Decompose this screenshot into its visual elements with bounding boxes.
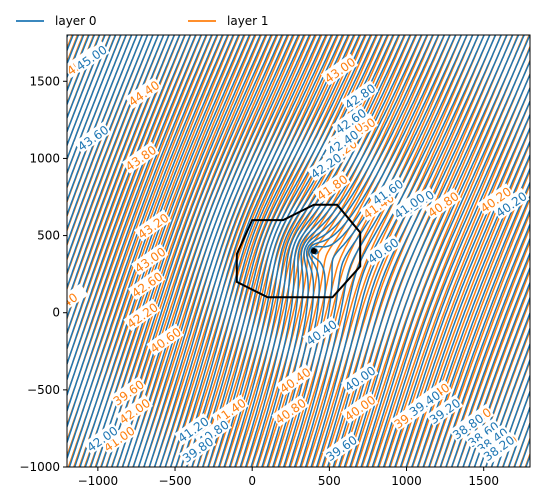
contour-line-layer0	[143, 35, 305, 467]
contour-line-layer0	[394, 113, 530, 467]
contour-line-layer0	[148, 35, 311, 467]
contour-label-bg	[313, 170, 351, 203]
contour-label-bg	[131, 243, 169, 276]
contour-label-bg	[323, 126, 362, 159]
x-tick-label: 500	[318, 474, 341, 488]
contour-label-bg	[331, 104, 370, 137]
contour-line-layer0	[439, 223, 530, 467]
contour-line-layer0	[137, 35, 300, 467]
contour-label-bg	[320, 53, 359, 86]
contour-label-bg	[73, 121, 112, 154]
contour-line-layer0	[299, 35, 468, 467]
plot-frame	[66, 34, 531, 468]
contour-label-bg	[306, 149, 345, 182]
contour-line-layer0	[180, 35, 344, 467]
contour-label-bg	[322, 431, 360, 464]
x-tick-label: −1000	[78, 474, 119, 488]
contour-label-bg	[115, 394, 154, 427]
y-tick-label: 500	[37, 229, 60, 243]
contour-line-layer0	[326, 35, 497, 467]
contour-label-bg	[340, 391, 379, 424]
contour-label-bg	[492, 187, 530, 220]
axes: −1000 −500 0 500 1000 1500 −1000 −500 0 500 1000 15…	[19, 74, 499, 488]
contour-label-bg	[276, 363, 314, 396]
contour-label-bg	[479, 431, 518, 464]
x-tick-label: 1000	[391, 474, 422, 488]
contour-line-layer0	[175, 35, 338, 467]
contour-line-layer0	[422, 181, 530, 467]
contour-line-layer0	[67, 35, 74, 52]
contour-line-layer0	[365, 47, 530, 467]
x-tick-label: 1500	[468, 474, 499, 488]
contour-label-bg	[302, 315, 340, 349]
contour-label-bg	[425, 394, 464, 427]
contour-label-bg	[121, 141, 160, 174]
contour-label-bg	[72, 41, 110, 74]
contour-line-layer1	[300, 35, 468, 467]
well-point	[310, 248, 317, 254]
contour-label-bg	[405, 386, 444, 419]
contour-label-bg	[448, 410, 487, 443]
contour-label-bg	[368, 175, 407, 208]
overlay	[235, 203, 362, 299]
contour-label-bg	[476, 183, 515, 216]
contour-label-bg	[67, 283, 89, 316]
contour-label-bg	[109, 376, 147, 409]
contour-line-layer0	[127, 35, 289, 467]
boundary-polygon	[235, 203, 362, 299]
y-tick-label: −500	[27, 383, 60, 397]
contour-line-layer0	[169, 35, 333, 467]
legend-label-layer0: layer 0	[55, 14, 97, 28]
contour-label-bg	[364, 234, 402, 267]
y-tick-label: 1000	[29, 151, 60, 165]
contour-label-bg	[178, 433, 217, 466]
contour-label-bg	[174, 413, 212, 446]
x-tick-label: −500	[159, 474, 192, 488]
y-tick-label: 0	[52, 306, 60, 320]
x-tick-label: 0	[248, 474, 256, 488]
legend: layer 0 layer 1	[16, 14, 269, 28]
contour-line-layer0	[371, 60, 530, 467]
contour-label-bg	[424, 187, 462, 220]
contour-line-layer0	[67, 35, 213, 428]
contour-line-layer0	[354, 35, 525, 467]
contour-label-bg	[340, 79, 379, 112]
legend-label-layer1: layer 1	[227, 14, 269, 28]
contour-line-layer0	[304, 35, 474, 467]
contour-lines	[67, 35, 530, 467]
contour-label-bg	[124, 76, 163, 109]
contour-line-layer0	[525, 454, 530, 467]
y-tick-label: −1000	[19, 460, 60, 474]
contour-line-layer0	[164, 35, 327, 467]
y-tick-label: 1500	[29, 74, 60, 88]
contour-label-bg	[146, 323, 184, 356]
contour-line-layer0	[519, 438, 530, 467]
contour-label-bg	[464, 417, 502, 450]
contour-label-bg	[100, 422, 138, 455]
contour-line-layer0	[513, 422, 530, 467]
contour-label-bg	[134, 209, 172, 242]
contour-label-bg	[83, 422, 121, 455]
contour-label-bg	[473, 423, 512, 457]
contour-line-layer0	[132, 35, 294, 467]
contour-label-bg	[271, 394, 309, 427]
contour-label-bg	[390, 189, 428, 222]
contour-label-bg	[340, 362, 379, 395]
contour-label-bg	[127, 268, 166, 301]
contour-line-layer0	[360, 35, 530, 467]
contour-line-layer0	[153, 35, 316, 467]
contour-label-bg	[123, 298, 161, 332]
